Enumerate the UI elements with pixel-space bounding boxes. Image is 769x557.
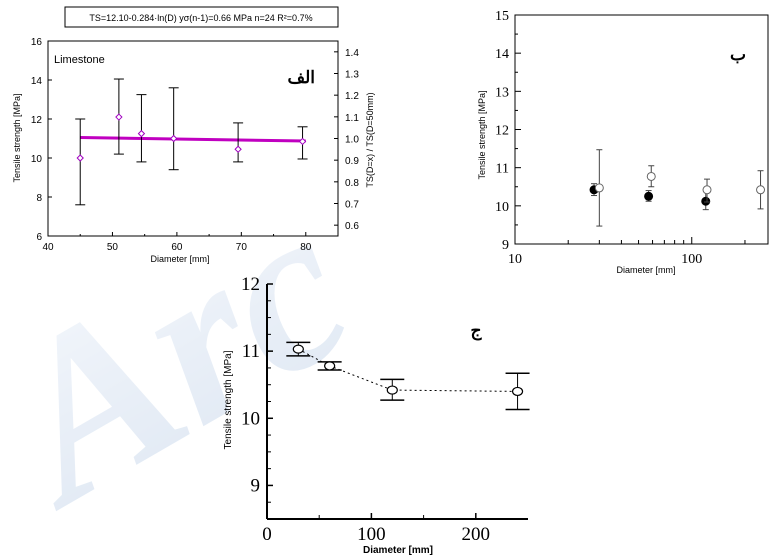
formula-text: TS=12.10-0.284·ln(D) yσ(n-1)=0.66 MPa n=… xyxy=(89,13,312,23)
panel-label-alef: الف xyxy=(287,68,315,87)
y2-tick-label-alef: 1.1 xyxy=(345,113,359,124)
x-tick-label-jim: 0 xyxy=(262,524,272,545)
x-tick-label-alef: 50 xyxy=(107,242,119,253)
data-point-alef xyxy=(76,154,84,162)
y-tick-label-jim: 9 xyxy=(251,475,261,496)
x-tick-label-jim: 100 xyxy=(357,524,386,545)
y2-tick-label-alef: 0.6 xyxy=(345,221,359,232)
x-tick-label-alef: 80 xyxy=(300,242,312,253)
y-axis-title-alef: Tensile strength [MPa] xyxy=(12,93,22,182)
y-tick-label-be: 14 xyxy=(495,47,509,62)
y-axis-title-jim: Tensile strength [MPa] xyxy=(223,350,234,449)
inset-label: Limestone xyxy=(54,54,105,66)
y-tick-label-be: 10 xyxy=(495,200,509,215)
data-point-jim xyxy=(292,344,304,354)
panel-alef: TS=12.10-0.284·ln(D) yσ(n-1)=0.66 MPa n=… xyxy=(12,6,375,264)
y2-axis-title-alef: TS(D=x) / TS(D=50mm) xyxy=(365,92,375,187)
data-point-alef xyxy=(234,145,242,153)
y2-tick-label-alef: 0.9 xyxy=(345,156,359,167)
data-point-jim xyxy=(511,386,524,397)
y-tick-label-jim: 11 xyxy=(242,341,260,362)
x-tick-label-alef: 70 xyxy=(236,242,248,253)
y2-tick-label-alef: 1.0 xyxy=(345,135,359,146)
y-tick-label-alef: 14 xyxy=(31,76,43,87)
data-point-alef xyxy=(137,129,146,138)
y-tick-label-jim: 10 xyxy=(241,408,260,429)
panel-label-be: ب xyxy=(730,45,746,64)
y2-tick-label-alef: 0.7 xyxy=(345,200,359,211)
y-tick-label-be: 9 xyxy=(502,238,509,253)
panel-jim: ج Diameter [mm] Tensile strength [MPa] 0… xyxy=(223,274,530,556)
y-tick-label-be: 15 xyxy=(495,9,509,24)
fit-line-alef xyxy=(80,136,306,143)
x-axis-title-be: Diameter [mm] xyxy=(616,265,675,275)
y2-tick-label-alef: 0.8 xyxy=(345,178,359,189)
y-tick-label-alef: 6 xyxy=(36,232,42,243)
x-tick-label-be: 100 xyxy=(681,252,702,267)
x-tick-label-be: 10 xyxy=(508,252,522,267)
y-tick-label-be: 13 xyxy=(495,85,509,100)
data-point-alef xyxy=(115,113,123,121)
x-axis-title-alef: Diameter [mm] xyxy=(150,254,209,264)
y-tick-label-be: 12 xyxy=(495,124,509,139)
x-tick-label-alef: 40 xyxy=(42,242,54,253)
y-tick-label-alef: 8 xyxy=(36,193,42,204)
y-tick-label-alef: 12 xyxy=(31,115,43,126)
watermark: Arc xyxy=(0,155,390,554)
x-tick-label-alef: 60 xyxy=(171,242,183,253)
filled-point-be xyxy=(644,191,654,201)
y2-tick-label-alef: 1.4 xyxy=(345,48,359,59)
data-point-jim xyxy=(386,385,398,395)
open-point-be xyxy=(702,185,712,195)
y-axis-title-be: Tensile strength [MPa] xyxy=(477,90,487,179)
data-point-alef xyxy=(169,134,178,143)
y-tick-label-alef: 16 xyxy=(31,37,43,48)
data-point-alef xyxy=(298,137,307,146)
open-point-be xyxy=(594,183,604,193)
y-tick-label-be: 11 xyxy=(496,162,509,177)
connector-line-jim xyxy=(298,348,518,392)
panel-label-jim: ج xyxy=(471,321,483,341)
formula-box xyxy=(64,6,339,28)
y2-tick-label-alef: 1.2 xyxy=(345,91,359,102)
panel-be: ب Diameter [mm] Tensile strength [MPa] 1… xyxy=(477,9,769,275)
y-tick-label-jim: 12 xyxy=(241,274,260,295)
y2-tick-label-alef: 1.3 xyxy=(345,70,359,81)
data-point-jim xyxy=(324,361,336,371)
open-point-be xyxy=(756,185,766,195)
x-tick-label-jim: 200 xyxy=(462,524,491,545)
filled-point-be xyxy=(701,196,711,206)
y-tick-label-alef: 10 xyxy=(31,154,43,165)
x-axis-title-jim: Diameter [mm] xyxy=(363,545,433,556)
open-point-be xyxy=(646,171,656,181)
